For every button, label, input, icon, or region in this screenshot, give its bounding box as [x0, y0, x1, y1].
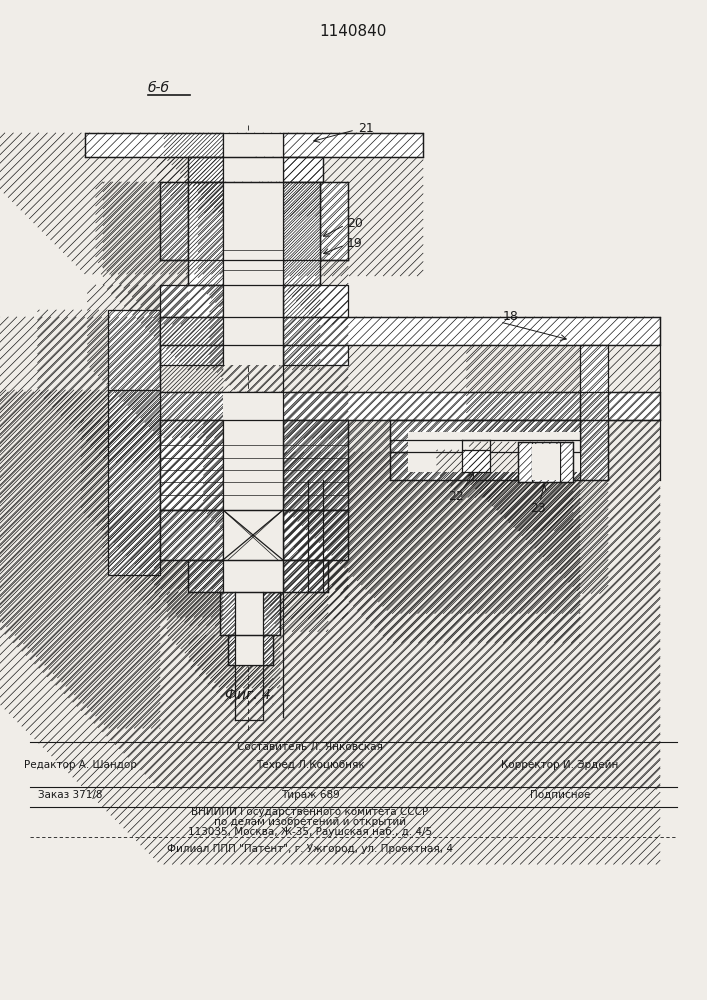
Bar — [188, 157, 223, 182]
Text: 19: 19 — [347, 237, 363, 250]
Text: 23: 23 — [530, 502, 546, 515]
Bar — [223, 133, 283, 157]
Text: по делам изобретений и открытий: по делам изобретений и открытий — [214, 817, 406, 827]
Bar — [223, 157, 283, 182]
Bar — [390, 420, 580, 452]
Text: ВНИИПИ Государственного комитета СССР: ВНИИПИ Государственного комитета СССР — [192, 807, 428, 817]
Bar — [408, 432, 580, 472]
Bar — [283, 560, 328, 592]
Bar — [160, 182, 188, 260]
Bar — [220, 592, 280, 635]
Text: Редактор А. Шандор: Редактор А. Шандор — [23, 760, 136, 770]
Text: Составитель Л. Янковская: Составитель Л. Янковская — [237, 742, 383, 752]
Bar — [108, 310, 160, 392]
Bar — [223, 420, 283, 510]
Bar — [223, 510, 283, 560]
Text: Фиг. 4: Фиг. 4 — [225, 688, 271, 702]
Bar — [283, 157, 323, 182]
Bar — [283, 510, 348, 560]
Text: Техред Л.Коцюбняк: Техред Л.Коцюбняк — [256, 760, 364, 770]
Bar — [223, 285, 283, 365]
Text: Заказ 371/8: Заказ 371/8 — [37, 790, 103, 800]
Bar — [108, 390, 160, 575]
Bar — [223, 317, 283, 345]
Bar — [320, 182, 348, 260]
Text: б-б: б-б — [148, 81, 170, 95]
Bar — [283, 133, 423, 157]
Bar — [283, 182, 320, 285]
Bar — [235, 635, 263, 665]
Text: Корректор И. Эрдейн: Корректор И. Эрдейн — [501, 760, 619, 770]
Text: 18: 18 — [503, 310, 519, 323]
Bar — [580, 345, 608, 480]
Bar — [160, 392, 660, 420]
Text: 20: 20 — [347, 217, 363, 230]
Text: 21: 21 — [358, 122, 374, 135]
Bar — [160, 317, 660, 345]
Bar — [188, 182, 223, 285]
Text: Тираж 689: Тираж 689 — [281, 790, 339, 800]
Text: 22: 22 — [448, 490, 464, 503]
Bar — [390, 452, 580, 480]
Bar — [188, 560, 223, 592]
Bar — [228, 635, 273, 665]
Text: Филиал ППП "Патент", г. Ужгород, ул. Проектная, 4: Филиал ППП "Патент", г. Ужгород, ул. Про… — [167, 844, 453, 854]
Text: Подписное: Подписное — [530, 790, 590, 800]
Bar — [223, 182, 283, 285]
Bar — [518, 442, 573, 482]
Bar — [223, 560, 283, 592]
Bar — [235, 592, 263, 635]
Bar — [532, 444, 560, 480]
Bar — [160, 420, 223, 510]
Bar — [283, 285, 348, 365]
Bar — [283, 420, 348, 510]
Text: 1140840: 1140840 — [320, 24, 387, 39]
Text: 113035, Москва, Ж-35, Раушская наб., д. 4/5: 113035, Москва, Ж-35, Раушская наб., д. … — [188, 827, 432, 837]
Bar — [160, 285, 223, 365]
Bar — [223, 392, 283, 420]
Bar — [85, 133, 223, 157]
Bar — [462, 450, 490, 472]
Bar — [160, 510, 223, 560]
